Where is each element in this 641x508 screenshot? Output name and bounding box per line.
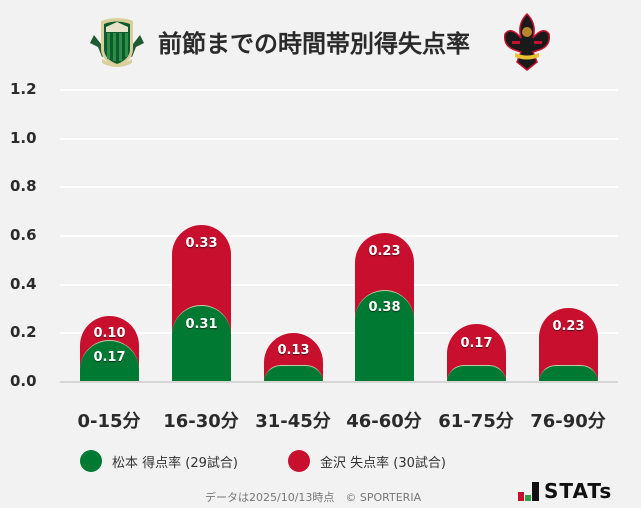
bar-31-45[interactable]: 0.13: [264, 0, 323, 382]
y-tick-label: 1.2: [10, 80, 37, 98]
value-label: 0.23: [552, 319, 585, 334]
stats-brand-text: STATs: [544, 479, 613, 503]
bar-segment-matsumoto[interactable]: [447, 365, 506, 382]
y-tick-label: 1.0: [10, 129, 37, 147]
legend-item-kanazawa[interactable]: 金沢 失点率 (30試合): [288, 450, 446, 472]
bar-segment-matsumoto[interactable]: [80, 340, 139, 382]
x-axis-line: [60, 381, 618, 383]
x-tick-label: 76-90分: [530, 411, 606, 432]
bar-46-60[interactable]: 0.23 0.38: [355, 0, 414, 382]
x-tick-label: 0-15分: [77, 411, 141, 432]
gridline: [60, 235, 618, 237]
gridline: [60, 332, 618, 334]
bar-segment-matsumoto[interactable]: [355, 290, 414, 382]
chart-title: 前節までの時間帯別得失点率: [158, 30, 470, 58]
matsumoto-crest-icon: [90, 18, 144, 67]
y-tick-label: 0.2: [10, 323, 37, 341]
stacked-bar-chart: 1.2 1.0 0.8 0.6 0.4 0.2 0.0 0.10 0.17 0.…: [10, 0, 618, 390]
bar-segment-matsumoto[interactable]: [264, 365, 323, 382]
x-tick-label: 31-45分: [255, 411, 331, 432]
value-label: 0.13: [277, 343, 310, 358]
y-tick-label: 0.4: [10, 275, 37, 293]
data-source-note: データは2025/10/13時点 © SPORTERIA: [205, 491, 422, 504]
legend-item-matsumoto[interactable]: 松本 得点率 (29試合): [80, 450, 238, 472]
value-label: 0.23: [368, 244, 401, 259]
gridline: [60, 284, 618, 286]
gridline: [60, 186, 618, 188]
legend-dot-green-icon: [80, 450, 102, 472]
value-label: 0.33: [185, 236, 218, 251]
y-tick-label: 0.6: [10, 226, 37, 244]
y-tick-label: 0.8: [10, 177, 37, 195]
bar-segment-matsumoto[interactable]: [172, 305, 231, 382]
chart-header: 前節までの時間帯別得失点率: [0, 0, 641, 82]
legend-label: 松本 得点率 (29試合): [112, 455, 238, 471]
value-label: 0.38: [368, 300, 401, 315]
y-tick-label: 0.0: [10, 372, 37, 390]
bar-16-30[interactable]: 0.33 0.31: [172, 0, 231, 382]
x-tick-label: 46-60分: [346, 411, 422, 432]
x-tick-label: 61-75分: [438, 411, 514, 432]
value-label: 0.10: [93, 326, 126, 341]
x-tick-label: 16-30分: [163, 411, 239, 432]
stats-bars-icon: [518, 482, 540, 501]
legend-dot-red-icon: [288, 450, 310, 472]
kanazawa-crest-icon: [503, 12, 551, 71]
legend-label: 金沢 失点率 (30試合): [320, 455, 446, 471]
bar-0-15[interactable]: 0.10 0.17: [80, 0, 139, 382]
stats-brand-logo: STATs: [518, 479, 612, 501]
bar-61-75[interactable]: 0.17: [447, 0, 506, 382]
value-label: 0.17: [93, 350, 126, 365]
gridline: [60, 89, 618, 91]
bar-76-90[interactable]: 0.23: [539, 0, 598, 382]
gridline: [60, 138, 618, 140]
value-label: 0.31: [185, 317, 218, 332]
bar-segment-matsumoto[interactable]: [539, 365, 598, 382]
value-label: 0.17: [460, 336, 493, 351]
